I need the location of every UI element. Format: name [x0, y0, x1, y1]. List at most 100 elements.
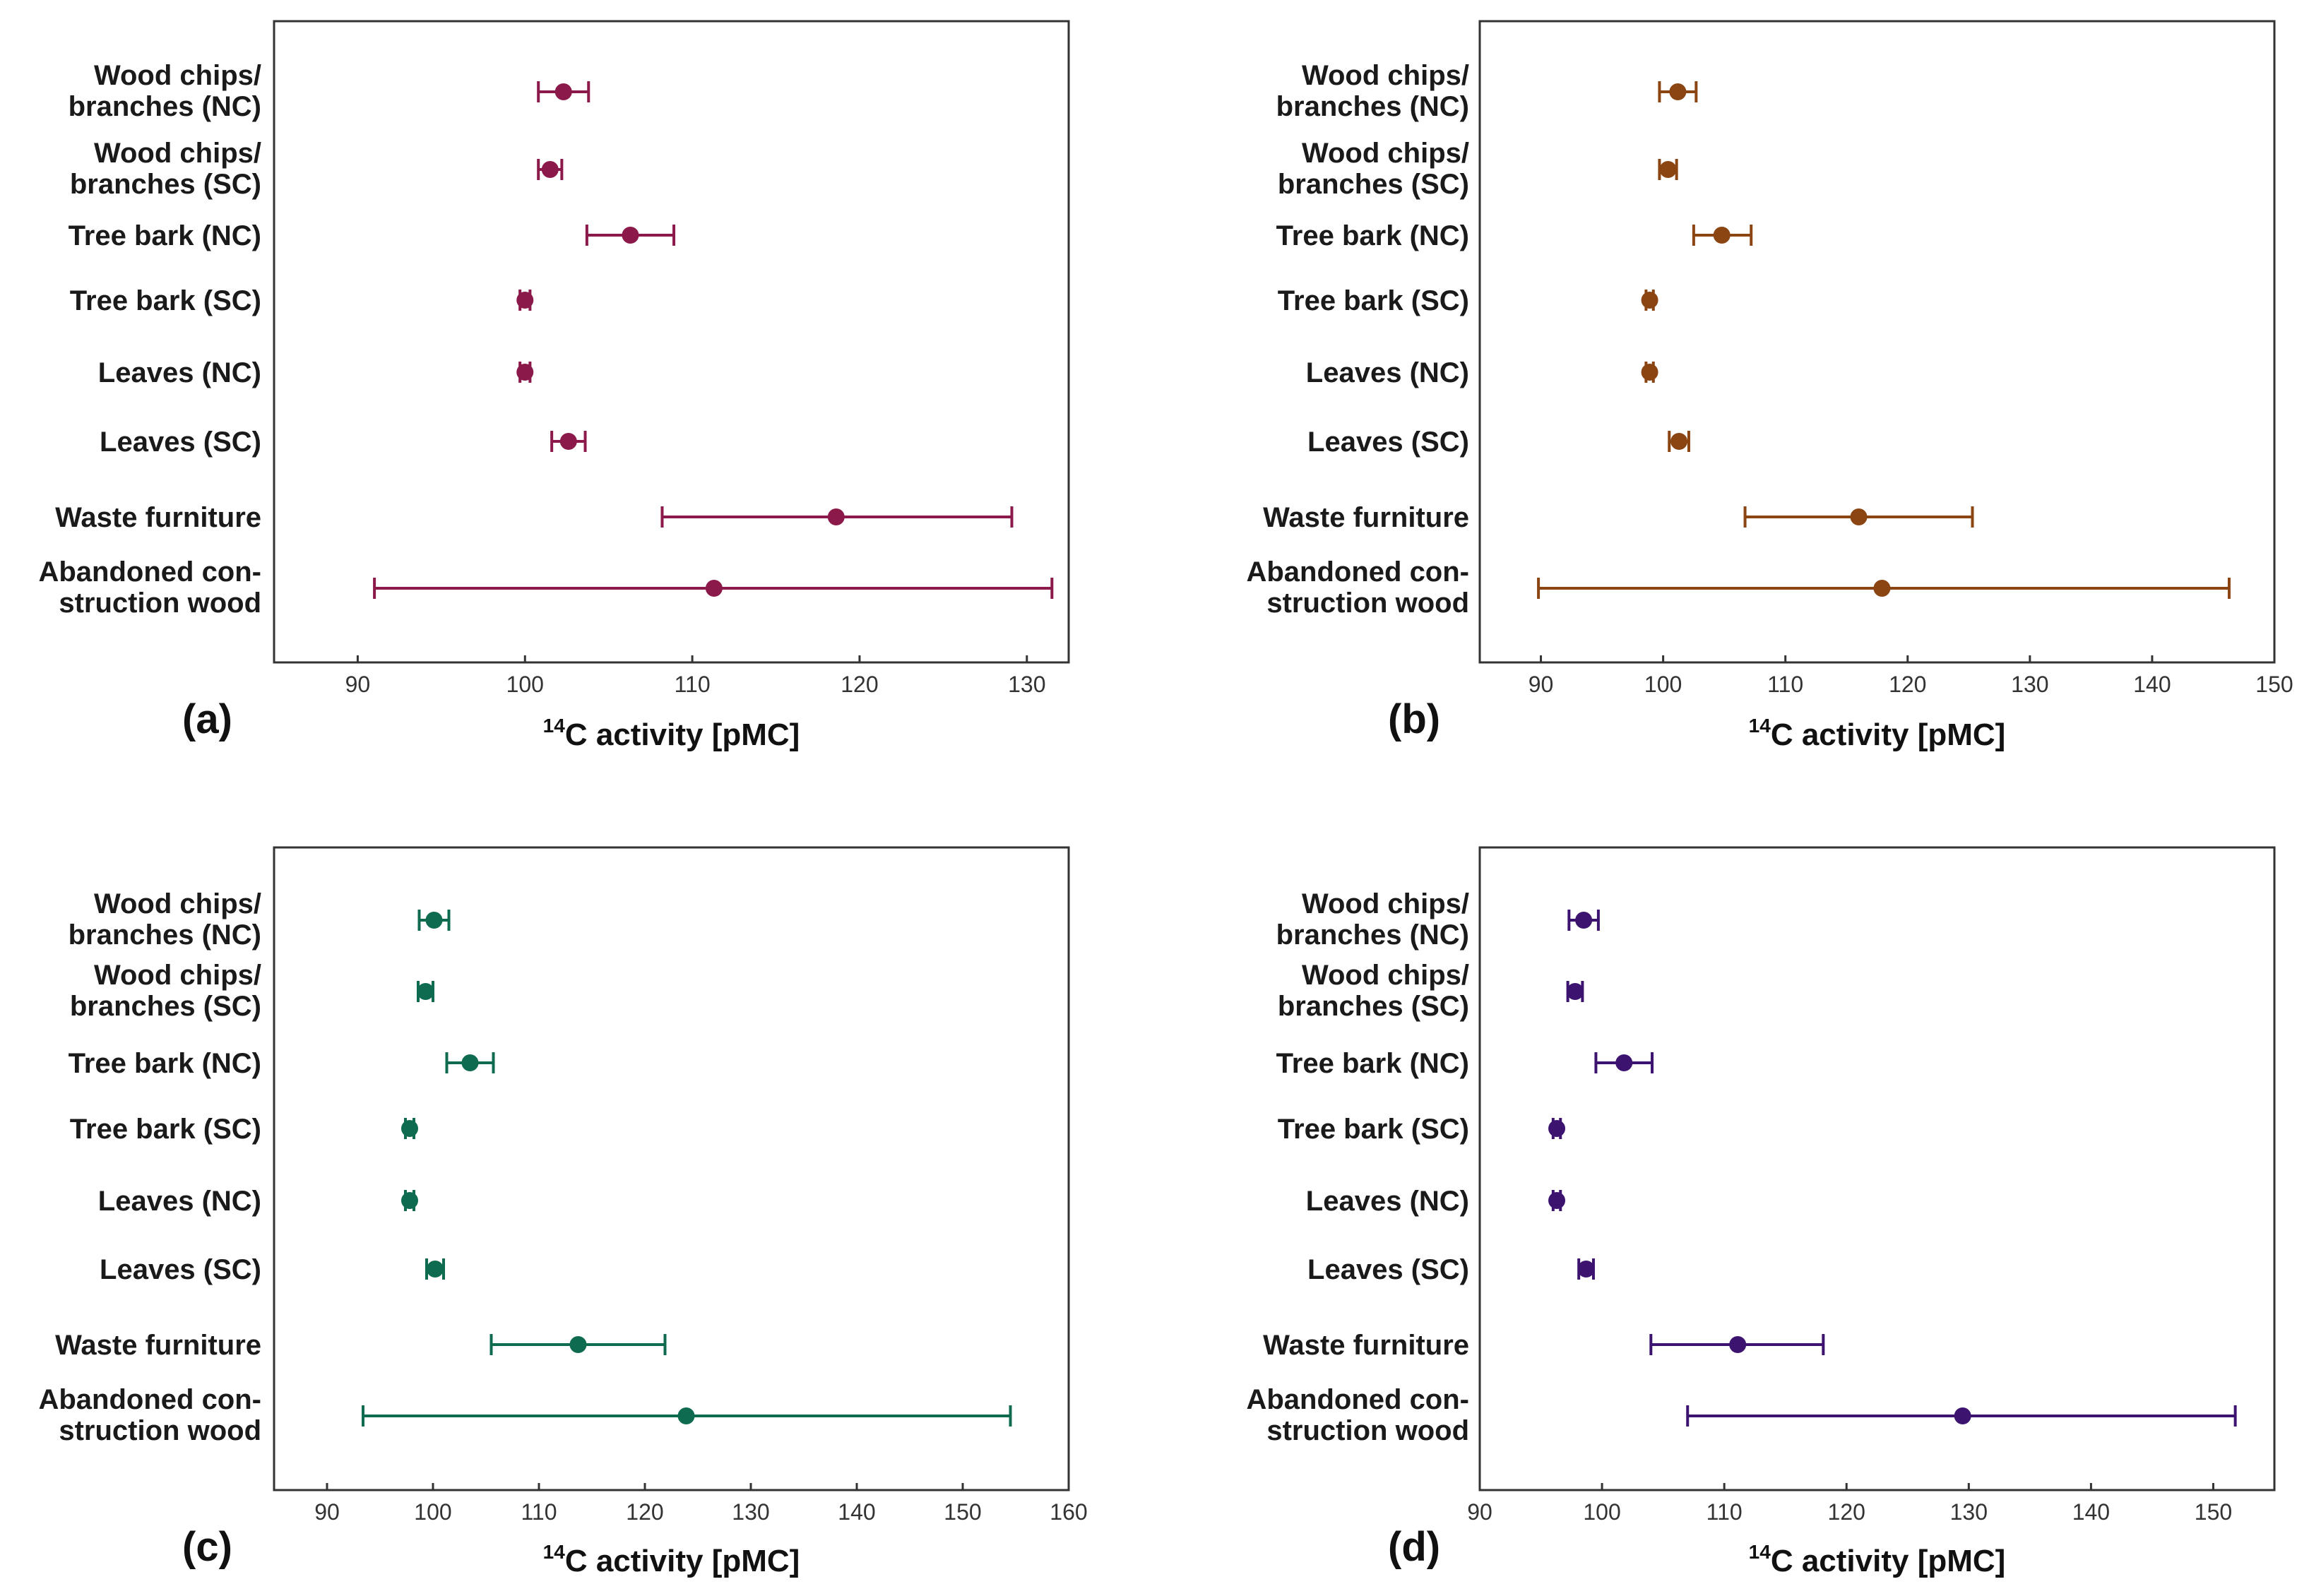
category-label: Tree bark (NC)	[1276, 1048, 1469, 1079]
x-tick-label: 100	[506, 672, 544, 697]
data-point	[1641, 292, 1658, 309]
plot-frame	[273, 846, 1070, 1491]
x-tick-label: 90	[1467, 1499, 1492, 1525]
data-point	[1575, 912, 1593, 929]
category-label-line: Wood chips/	[1302, 888, 1469, 919]
category-label: Abandoned con-struction wood	[38, 556, 261, 619]
data-point-group	[1658, 159, 1678, 180]
panel-label: (d)	[1388, 1524, 1440, 1570]
category-label: Tree bark (SC)	[70, 285, 261, 316]
x-tick-label: 120	[626, 1499, 663, 1525]
category-label: Wood chips/branches (SC)	[1278, 960, 1469, 1022]
data-point-group	[1566, 981, 1584, 1002]
data-point-group	[445, 1052, 495, 1073]
x-tick-label: 140	[2072, 1499, 2110, 1525]
x-axis-label-text: C activity [pMC]	[565, 1544, 800, 1578]
category-label-line: Wood chips/	[1302, 60, 1469, 91]
category-label-line: Wood chips/	[1302, 960, 1469, 991]
category-label: Leaves (SC)	[1307, 1254, 1469, 1285]
category-label-line: branches (SC)	[70, 991, 261, 1022]
category-label: Tree bark (NC)	[69, 220, 261, 251]
x-tick-label: 90	[345, 672, 371, 697]
category-label-line: Wood chips/	[94, 960, 261, 991]
category-label: Wood chips/branches (NC)	[69, 60, 261, 122]
category-label-line: Wood chips/	[94, 60, 261, 91]
category-label-line: branches (NC)	[69, 919, 261, 951]
data-point-group	[1594, 1052, 1654, 1073]
x-tick-label: 150	[944, 1499, 981, 1525]
x-tick-label: 100	[414, 1499, 451, 1525]
x-tick-label: 120	[841, 672, 878, 697]
data-point	[1567, 983, 1584, 1000]
data-point-group	[1641, 290, 1658, 311]
data-point	[425, 912, 443, 929]
category-label-line: struction wood	[1266, 588, 1469, 619]
data-point-group	[417, 910, 451, 931]
category-label-line: branches (SC)	[1278, 169, 1469, 200]
data-point-group	[425, 1258, 445, 1280]
category-label-line: struction wood	[1266, 1415, 1469, 1446]
category-label: Leaves (SC)	[100, 1254, 261, 1285]
data-point	[461, 1054, 479, 1071]
panel-c: 90 100 110 120 130 140 150 160 Wood chips/branch…	[38, 846, 1088, 1578]
category-label: Tree bark (SC)	[70, 1114, 261, 1145]
category-label: Wood chips/branches (SC)	[70, 960, 261, 1022]
category-label: Tree bark (SC)	[1278, 285, 1469, 316]
panel-b: 90 100 110 120 130 140 150 Wood chips/branches …	[1246, 20, 2293, 752]
data-point	[622, 227, 639, 244]
data-point	[1577, 1261, 1595, 1278]
category-label: Waste furniture	[1263, 502, 1469, 533]
category-label: Abandoned con-struction wood	[1246, 1384, 1469, 1446]
x-tick-label: 160	[1050, 1499, 1087, 1525]
x-axis-label-superscript: 14	[1749, 1541, 1771, 1563]
category-label: Abandoned con-struction wood	[38, 1384, 261, 1446]
category-label-line: Abandoned con-	[1246, 556, 1469, 588]
x-tick-label: 130	[1950, 1499, 1988, 1525]
category-label: Wood chips/branches (NC)	[1276, 60, 1469, 122]
data-point-group	[1649, 1334, 1825, 1355]
x-axis-label-text: C activity [pMC]	[1771, 1544, 2005, 1578]
category-label: Tree bark (SC)	[1278, 1114, 1469, 1145]
data-point	[1548, 1192, 1566, 1209]
x-tick-label: 130	[732, 1499, 769, 1525]
data-point-group	[1548, 1118, 1566, 1139]
category-label-line: Abandoned con-	[38, 556, 261, 588]
data-point-group	[1577, 1258, 1595, 1280]
category-label-line: struction wood	[59, 588, 261, 619]
x-axis-label: 14C activity [pMC]	[543, 1541, 800, 1578]
x-axis-label-text: C activity [pMC]	[1771, 717, 2005, 752]
data-point-group	[373, 578, 1054, 599]
category-label: Tree bark (NC)	[1276, 220, 1469, 251]
x-axis-label-superscript: 14	[543, 1541, 566, 1563]
data-point-group	[660, 506, 1014, 528]
x-axis-label-superscript: 14	[543, 715, 566, 737]
x-tick-label: 150	[2195, 1499, 2232, 1525]
panel-d: 90 100 110 120 130 140 150 Wood chips/branches …	[1246, 846, 2276, 1578]
category-label: Waste furniture	[55, 502, 261, 533]
category-label: Leaves (NC)	[98, 357, 261, 388]
category-label: Waste furniture	[1263, 1330, 1469, 1361]
category-label: Wood chips/branches (NC)	[69, 888, 261, 951]
category-label-line: branches (SC)	[70, 169, 261, 200]
data-point	[569, 1336, 587, 1353]
category-label-line: Abandoned con-	[1246, 1384, 1469, 1415]
category-label: Leaves (NC)	[98, 1186, 261, 1217]
x-tick-label: 130	[1008, 672, 1045, 697]
data-point	[1669, 83, 1687, 100]
data-point-group	[1537, 578, 2231, 599]
data-point-group	[1668, 431, 1690, 452]
x-tick-label: 110	[1706, 1499, 1743, 1525]
category-label-line: branches (NC)	[69, 91, 261, 122]
category-label-line: branches (NC)	[1276, 919, 1469, 951]
category-label: Wood chips/branches (SC)	[70, 138, 261, 200]
data-point	[417, 983, 434, 1000]
data-point-group	[537, 81, 590, 102]
data-point	[1873, 580, 1891, 597]
x-axis-label: 14C activity [pMC]	[1749, 1541, 2006, 1578]
category-label: Leaves (SC)	[100, 427, 261, 458]
data-point	[705, 580, 723, 597]
data-point	[516, 292, 534, 309]
category-label: Tree bark (NC)	[69, 1048, 261, 1079]
data-point	[401, 1120, 418, 1137]
